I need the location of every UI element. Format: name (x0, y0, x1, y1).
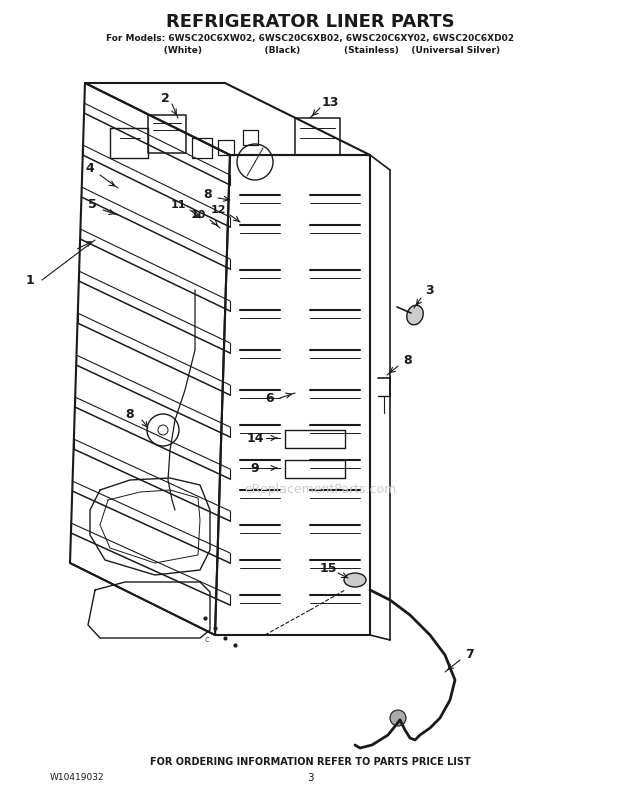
Text: (White)                    (Black)              (Stainless)    (Universal Silver: (White) (Black) (Stainless) (Universal S… (120, 46, 500, 55)
Text: REFRIGERATOR LINER PARTS: REFRIGERATOR LINER PARTS (166, 13, 454, 31)
Text: 14: 14 (246, 431, 264, 444)
Ellipse shape (344, 573, 366, 587)
Text: 8: 8 (204, 188, 212, 201)
Text: 3: 3 (426, 283, 435, 297)
Ellipse shape (407, 306, 423, 325)
Text: 6: 6 (266, 391, 274, 404)
Text: FOR ORDERING INFORMATION REFER TO PARTS PRICE LIST: FOR ORDERING INFORMATION REFER TO PARTS … (149, 757, 471, 767)
Text: 3: 3 (307, 773, 313, 783)
Text: 12: 12 (210, 205, 226, 215)
Text: 7: 7 (466, 649, 474, 662)
Text: 4: 4 (86, 161, 94, 175)
Text: W10419032: W10419032 (50, 773, 105, 783)
Text: 5: 5 (87, 199, 96, 212)
Text: 1: 1 (25, 273, 34, 286)
Text: 13: 13 (321, 95, 339, 108)
Text: 2: 2 (161, 91, 169, 104)
Text: 8: 8 (404, 354, 412, 367)
Text: 15: 15 (319, 561, 337, 574)
Text: 11: 11 (170, 200, 186, 210)
Text: eReplacementParts.com: eReplacementParts.com (244, 484, 396, 496)
Circle shape (390, 710, 406, 726)
Text: For Models: 6WSC20C6XW02, 6WSC20C6XB02, 6WSC20C6XY02, 6WSC20C6XD02: For Models: 6WSC20C6XW02, 6WSC20C6XB02, … (106, 34, 514, 43)
Text: 8: 8 (126, 408, 135, 422)
Text: c: c (205, 635, 210, 645)
Text: 10: 10 (190, 210, 206, 220)
Text: 9: 9 (250, 461, 259, 475)
